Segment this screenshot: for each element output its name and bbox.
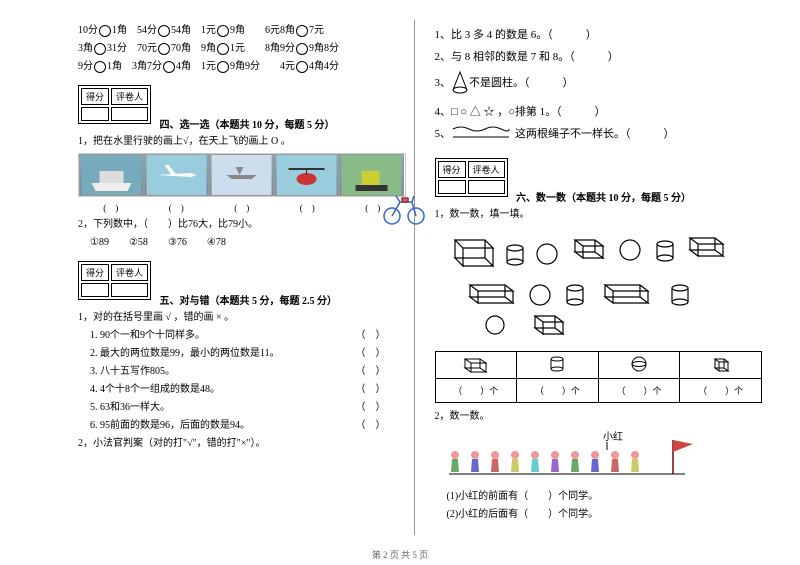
count-table: （ ）个（ ）个（ ）个（ ）个 — [435, 351, 763, 403]
left-column: 10分1角 54分54角 1元9角 6元8角7元 3角31分 70元70角 9角… — [70, 20, 415, 535]
right-column: 1、比 3 多 4 的数是 6。（ ） 2、与 8 相邻的数是 7 和 8。（ … — [415, 20, 771, 535]
s6-q2: 2，数一数。 — [435, 409, 763, 424]
s5-q2: 2，小法官判案（对的打"√"，错的打"×"）。 — [78, 436, 406, 451]
r-q1: 1、比 3 多 4 的数是 6。（ ） — [435, 26, 763, 42]
score-box-5: 得分评卷人 — [78, 261, 151, 300]
section-6-title: 六、数一数（本题共 10 分，每题 5 分） — [516, 193, 691, 204]
s6-sub2: (2)小红的后面有（ ）个同学。 — [447, 507, 763, 522]
s6-sub1: (1)小红的前面有（ ）个同学。 — [447, 489, 763, 504]
compare-row-1: 10分1角 54分54角 1元9角 6元8角7元 — [78, 23, 406, 38]
s4-q1: 1，把在水里行驶的画上√，在天上飞的画上 O 。 — [78, 134, 406, 149]
score-box-6: 得分评卷人 — [435, 158, 508, 197]
bike-icon — [380, 190, 428, 229]
r-q3: 3、不是圆柱。（ ） — [435, 70, 763, 97]
section-5-title: 五、对与错（本题共 5 分，每题 2.5 分） — [160, 296, 338, 307]
count-cell-cylinder — [517, 352, 599, 379]
compare-row-3: 9分1角 3角7分4角 1元9角9分 4元4角4分 — [78, 59, 406, 74]
photo-plane — [144, 154, 209, 196]
compare-row-2: 3角31分 70元70角 9角1元 8角9分9角8分 — [78, 41, 406, 56]
s6-q1: 1，数一数，填一填。 — [435, 207, 763, 222]
page-footer: 第 2 页 共 5 页 — [0, 548, 800, 561]
shapes-diagram — [435, 230, 763, 343]
count-cell-cuboid — [435, 352, 517, 379]
compare-block: 10分1角 54分54角 1元9角 6元8角7元 3角31分 70元70角 9角… — [78, 23, 406, 74]
wavy-lines-icon — [451, 125, 511, 144]
kids-diagram: 小红 — [435, 430, 763, 483]
vehicle-photos — [78, 153, 406, 197]
s4-q2-opts: ①89 ②58 ③76 ④78 — [90, 235, 406, 250]
xiaohong-label: 小红 — [603, 430, 623, 443]
s4-q2: 2，下列数中，（ ）比76大，比79小。 — [78, 217, 406, 232]
photo-ship — [79, 154, 144, 196]
photo-helicopter — [274, 154, 339, 196]
r-q2: 2、与 8 相邻的数是 7 和 8。（ ） — [435, 48, 763, 64]
photo-parens: ( )( )( )( )( ) — [78, 201, 406, 214]
cone-icon — [451, 70, 469, 97]
s5-q1: 1，对的在括号里画 √ ，错的画 × 。 — [78, 310, 406, 325]
photo-jet — [209, 154, 274, 196]
score-box-4: 得分评卷人 — [78, 85, 151, 124]
r-q4: 4、□ ○ △ ☆ ，○排第 1。（ ） — [435, 103, 763, 119]
s5-items: 1. 90个一和9个十同样多。（ ） 2. 最大的两位数是99，最小的两位数是1… — [90, 328, 406, 433]
count-cell-sphere — [598, 352, 680, 379]
section-4-title: 四、选一选（本题共 10 分，每题 5 分） — [160, 120, 335, 131]
count-cell-cube — [680, 352, 762, 379]
r-q5: 5、这两根绳子不一样长。（ ） — [435, 125, 763, 144]
